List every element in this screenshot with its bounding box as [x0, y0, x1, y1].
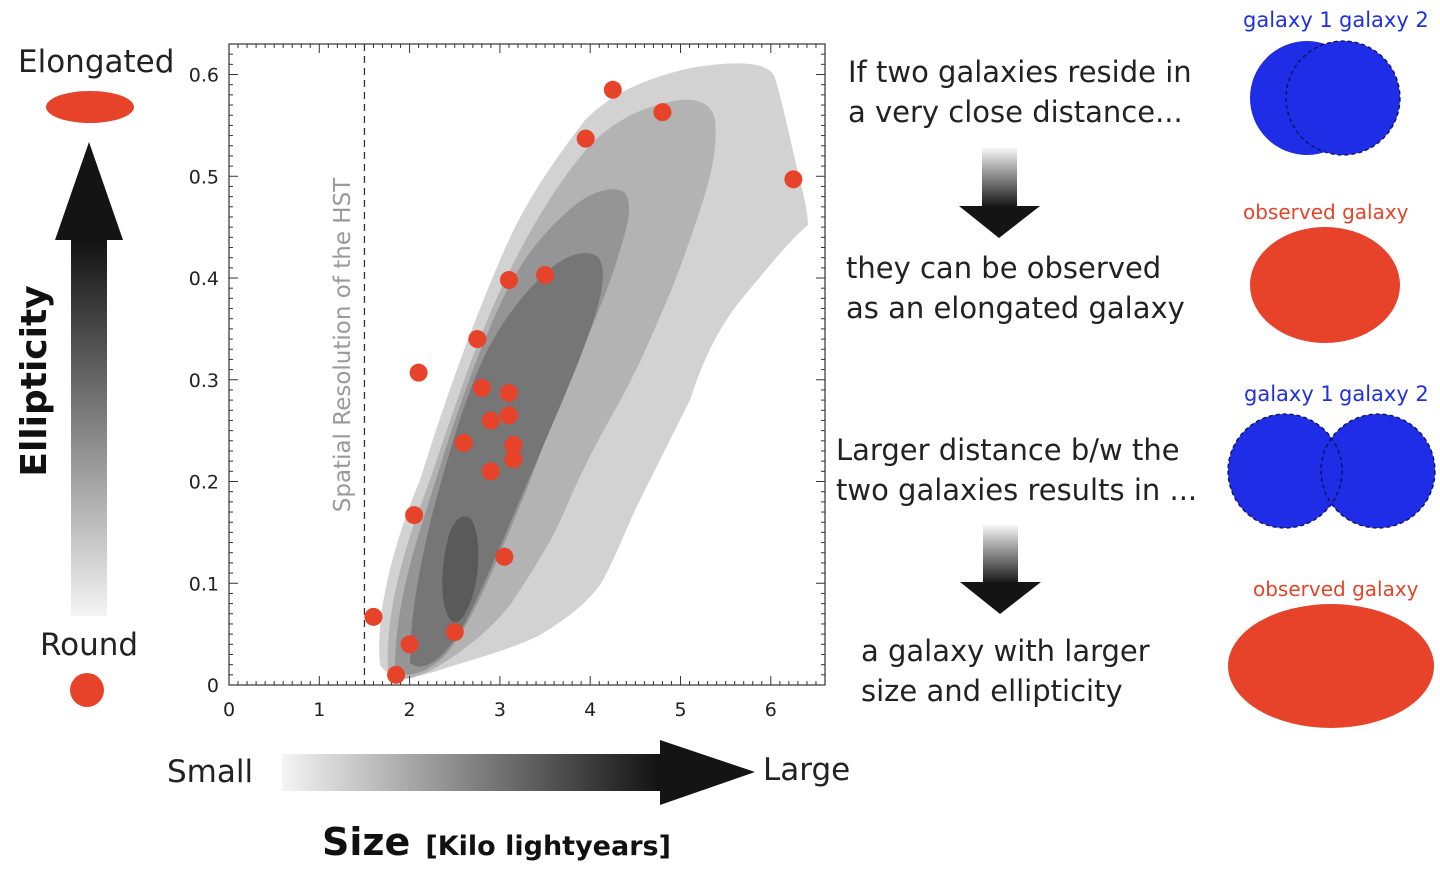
data-point [536, 265, 555, 284]
y-tick-label: 0.6 [189, 65, 219, 87]
far-galaxies-diagram [1227, 413, 1436, 529]
data-point [454, 433, 473, 452]
data-point [499, 383, 518, 402]
y-tick-label: 0.5 [189, 166, 219, 188]
data-point [387, 665, 406, 684]
data-point [481, 411, 500, 430]
galaxy-2-close [1286, 41, 1400, 155]
data-point [364, 607, 383, 626]
data-point [495, 547, 514, 566]
galaxy-1-far [1228, 414, 1342, 528]
data-point [409, 363, 428, 382]
data-point [499, 406, 518, 425]
x-tick-label: 0 [223, 699, 235, 721]
x-tick-label: 1 [313, 699, 325, 721]
explain-step-4-line-1: a galaxy with larger [861, 634, 1150, 668]
explain-step-2: they can be observed as an elongated gal… [846, 248, 1185, 328]
x-axis-label-main: Size [322, 820, 410, 864]
explain-step-1: If two galaxies reside in a very close d… [848, 52, 1192, 132]
observed-galaxy-label-1: observed galaxy [1243, 200, 1409, 224]
ellipticity-arrow [55, 142, 123, 616]
observed-galaxy-label-2: observed galaxy [1253, 577, 1419, 601]
y-tick-label: 0.3 [189, 370, 219, 392]
data-points [364, 80, 803, 684]
density-contours [379, 63, 808, 679]
explain-step-1-line-1: If two galaxies reside in [848, 55, 1192, 89]
large-label: Large [763, 752, 851, 788]
y-tick-labels: 0 0.1 0.2 0.3 0.4 0.5 0.6 [189, 65, 219, 697]
size-arrow [282, 740, 755, 805]
elongated-label: Elongated [18, 44, 175, 80]
data-point [472, 378, 491, 397]
data-point [405, 506, 424, 525]
explain-step-1-line-2: a very close distance... [848, 95, 1183, 129]
explain-step-2-line-1: they can be observed [846, 251, 1162, 285]
data-point [784, 170, 803, 189]
data-point [499, 271, 518, 290]
x-axis-label: Size [Kilo lightyears] [322, 820, 671, 864]
process-arrow-2 [960, 525, 1041, 614]
y-tick-label: 0.2 [189, 472, 219, 494]
data-point [576, 129, 595, 148]
x-tick-label: 4 [584, 699, 596, 721]
y-tick-label: 0.1 [189, 573, 219, 595]
data-point [400, 635, 419, 654]
galaxy-2-far [1321, 414, 1435, 528]
observed-galaxy-1 [1250, 227, 1400, 343]
y-axis-label: Ellipticity [14, 285, 55, 476]
explain-step-3-line-2: two galaxies results in ... [836, 473, 1198, 507]
round-marker [70, 673, 104, 707]
explain-step-4-line-2: size and ellipticity [861, 674, 1123, 708]
galaxy-1-label-top: galaxy 1 [1243, 8, 1333, 32]
explain-step-3: Larger distance b/w the two galaxies res… [836, 430, 1197, 510]
hst-resolution-label: Spatial Resolution of the HST [330, 177, 356, 512]
galaxy-2-label-bottom: galaxy 2 [1339, 382, 1429, 406]
explain-step-3-line-1: Larger distance b/w the [836, 433, 1180, 467]
data-point [468, 330, 487, 349]
axis-ticks [228, 43, 826, 686]
data-point [445, 623, 464, 642]
data-point [653, 103, 672, 122]
contour-level-5 [442, 516, 479, 623]
y-tick-label: 0 [207, 675, 219, 697]
galaxy-1-label-bottom: galaxy 1 [1244, 382, 1334, 406]
observed-galaxy-2 [1228, 604, 1434, 728]
x-tick-label: 3 [494, 699, 506, 721]
x-axis-label-unit: [Kilo lightyears] [425, 831, 671, 862]
explain-step-2-line-2: as an elongated galaxy [846, 291, 1185, 325]
y-tick-label: 0.4 [189, 268, 219, 290]
process-arrow-1 [959, 148, 1040, 238]
galaxy-2-label-top: galaxy 2 [1339, 8, 1429, 32]
close-galaxies-diagram [1250, 40, 1401, 156]
x-tick-label: 6 [765, 699, 777, 721]
data-point [603, 80, 622, 99]
explain-step-4: a galaxy with larger size and ellipticit… [861, 631, 1150, 711]
x-tick-label: 2 [404, 699, 416, 721]
x-tick-label: 5 [674, 699, 686, 721]
x-tick-labels: 0 1 2 3 4 5 6 [223, 699, 777, 721]
small-label: Small [167, 754, 254, 790]
elongated-marker [46, 91, 134, 123]
data-point [504, 450, 523, 469]
data-point [504, 435, 523, 454]
data-point [481, 462, 500, 481]
round-label: Round [40, 627, 139, 663]
